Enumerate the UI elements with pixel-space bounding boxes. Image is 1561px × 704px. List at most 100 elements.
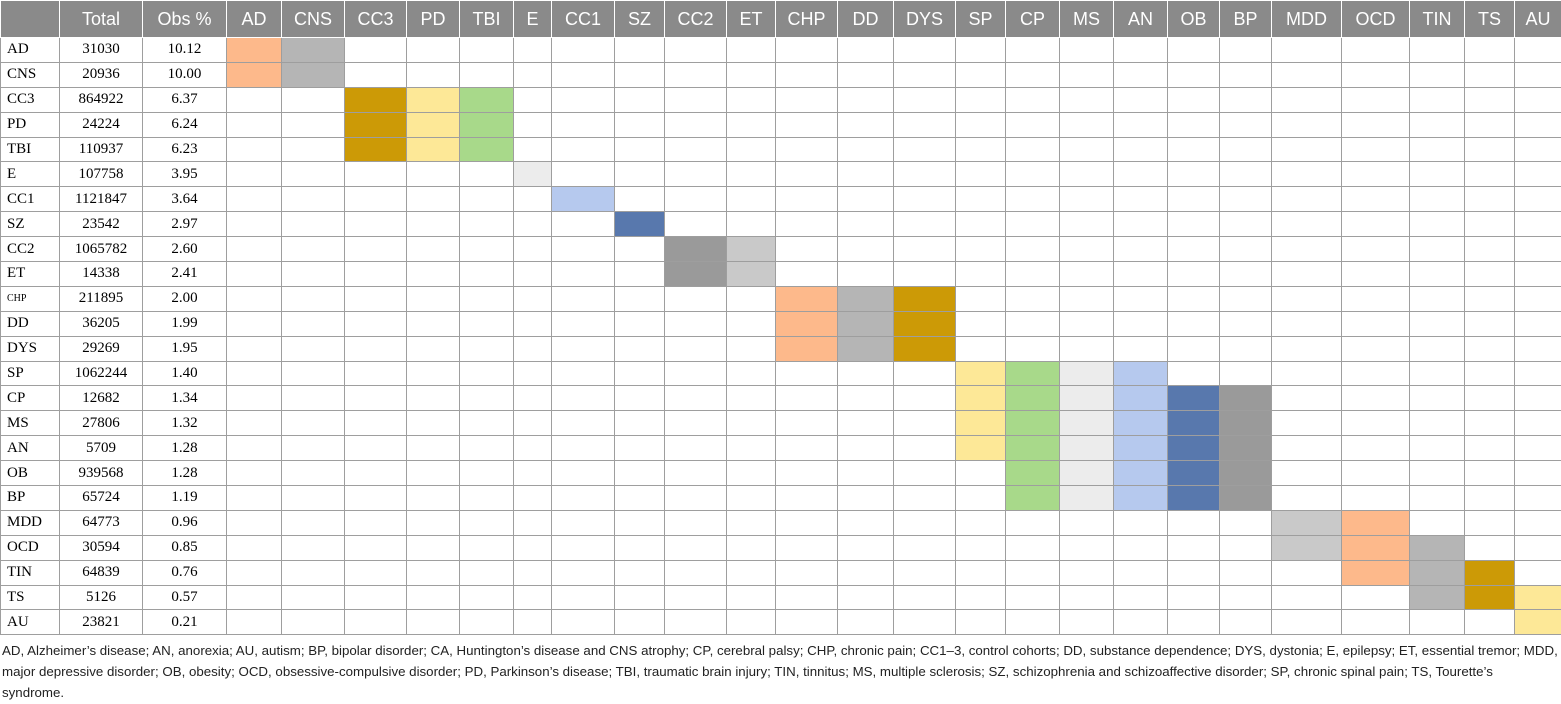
empty-cell (281, 460, 345, 487)
shaded-cell (1409, 559, 1465, 586)
obs-percent-cell: 10.12 (142, 37, 227, 63)
empty-cell (1113, 161, 1168, 188)
empty-cell (664, 485, 727, 511)
empty-cell (1219, 161, 1272, 188)
empty-cell (551, 385, 615, 412)
empty-cell (955, 584, 1006, 611)
empty-cell (1464, 485, 1515, 511)
column-header: CHP (775, 0, 838, 38)
shaded-cell (344, 136, 407, 163)
empty-cell (1464, 285, 1515, 312)
empty-cell (1005, 285, 1060, 312)
empty-cell (893, 186, 956, 213)
empty-cell (726, 161, 776, 188)
table-row: MS 27806 1.32 (0, 410, 1561, 437)
obs-percent-cell: 1.32 (142, 410, 227, 437)
empty-cell (1059, 61, 1114, 88)
total-cell: 65724 (59, 485, 143, 511)
empty-cell (775, 186, 838, 213)
empty-cell (459, 161, 514, 188)
empty-cell (837, 261, 894, 287)
empty-cell (955, 509, 1006, 536)
empty-cell (893, 136, 956, 163)
empty-cell (513, 435, 552, 462)
empty-cell (1271, 410, 1342, 437)
empty-cell (726, 360, 776, 387)
empty-cell (1514, 509, 1561, 536)
empty-cell (955, 609, 1006, 636)
empty-cell (664, 609, 727, 636)
shaded-cell (1219, 385, 1272, 412)
empty-cell (1271, 360, 1342, 387)
total-cell: 107758 (59, 161, 143, 188)
empty-cell (226, 310, 282, 337)
empty-cell (775, 410, 838, 437)
total-cell: 5709 (59, 435, 143, 462)
empty-cell (344, 609, 407, 636)
empty-cell (1059, 111, 1114, 138)
empty-cell (1341, 37, 1410, 63)
empty-cell (1464, 136, 1515, 163)
obs-percent-cell: 1.34 (142, 385, 227, 412)
shaded-cell (1167, 460, 1220, 487)
empty-cell (226, 111, 282, 138)
table-row: E 107758 3.95 (0, 161, 1561, 188)
empty-cell (614, 559, 665, 586)
empty-cell (1167, 111, 1220, 138)
row-label: DD (0, 310, 60, 337)
empty-cell (614, 360, 665, 387)
table-row: CC2 1065782 2.60 (0, 236, 1561, 263)
empty-cell (1219, 86, 1272, 113)
shaded-cell (614, 211, 665, 238)
empty-cell (664, 410, 727, 437)
empty-cell (344, 460, 407, 487)
total-cell: 211895 (59, 285, 143, 312)
obs-percent-cell: 2.41 (142, 261, 227, 287)
total-cell: 939568 (59, 460, 143, 487)
empty-cell (1409, 86, 1465, 113)
empty-cell (1113, 584, 1168, 611)
shaded-cell (406, 111, 460, 138)
obs-percent-cell: 6.23 (142, 136, 227, 163)
shaded-cell (1167, 410, 1220, 437)
empty-cell (1341, 161, 1410, 188)
empty-cell (726, 37, 776, 63)
empty-cell (1113, 61, 1168, 88)
empty-cell (1271, 186, 1342, 213)
empty-cell (775, 211, 838, 238)
empty-cell (1514, 310, 1561, 337)
total-cell: 64839 (59, 559, 143, 586)
shaded-cell (406, 136, 460, 163)
empty-cell (664, 285, 727, 312)
empty-cell (775, 534, 838, 561)
row-label: AD (0, 37, 60, 63)
empty-cell (1341, 460, 1410, 487)
empty-cell (513, 509, 552, 536)
shaded-cell (775, 310, 838, 337)
row-label: DYS (0, 335, 60, 362)
empty-cell (513, 61, 552, 88)
shaded-cell (1113, 485, 1168, 511)
empty-cell (459, 435, 514, 462)
empty-cell (1409, 410, 1465, 437)
empty-cell (955, 335, 1006, 362)
shaded-cell (1059, 360, 1114, 387)
shaded-cell (837, 285, 894, 312)
empty-cell (1271, 559, 1342, 586)
empty-cell (459, 385, 514, 412)
empty-cell (513, 609, 552, 636)
empty-cell (614, 609, 665, 636)
empty-cell (1409, 111, 1465, 138)
table-row: TS 5126 0.57 (0, 584, 1561, 611)
obs-percent-cell: 0.57 (142, 584, 227, 611)
row-label: CNS (0, 61, 60, 88)
shaded-cell (1219, 410, 1272, 437)
shaded-cell (1341, 534, 1410, 561)
empty-cell (1409, 310, 1465, 337)
empty-cell (226, 261, 282, 287)
shaded-cell (1219, 485, 1272, 511)
empty-cell (459, 236, 514, 263)
shaded-cell (344, 86, 407, 113)
row-label: MS (0, 410, 60, 437)
shaded-cell (1514, 584, 1561, 611)
